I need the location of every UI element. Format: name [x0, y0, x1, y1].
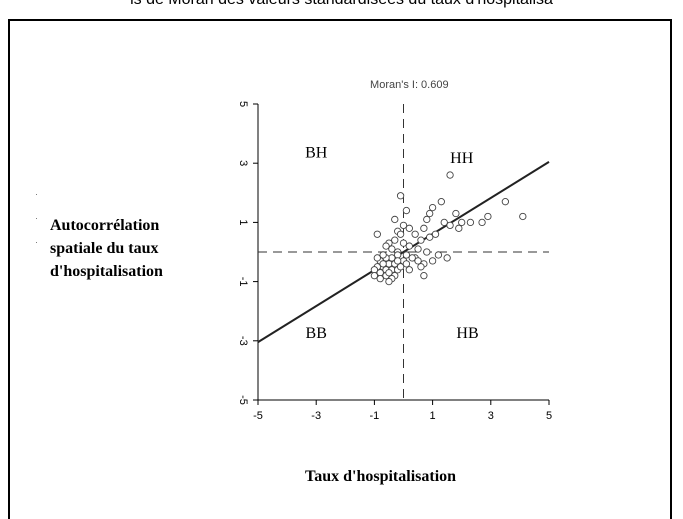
y-axis-label-line: d'hospitalisation: [50, 263, 163, 280]
data-point: [385, 277, 393, 286]
data-point: [452, 209, 460, 218]
data-point: [446, 171, 454, 179]
data-point: [437, 198, 445, 206]
data-point: [376, 274, 384, 283]
data-point: [376, 269, 384, 277]
quadrant-label-bb: BB: [306, 325, 327, 342]
stray-mark: ·: [35, 213, 38, 223]
data-point: [431, 230, 440, 238]
data-point: [373, 254, 381, 262]
y-tick-label: 1: [237, 219, 249, 225]
data-point: [443, 254, 451, 262]
data-point: [426, 209, 434, 218]
y-axis-label: Autocorrélation spatiale du taux d'hospi…: [50, 214, 220, 283]
data-point: [382, 242, 390, 250]
chart-title: Moran's I: 0.609: [370, 79, 449, 91]
data-point: [408, 254, 416, 262]
data-point: [455, 224, 463, 232]
data-point: [420, 272, 428, 280]
y-axis-label-line: spatiale du taux: [50, 240, 159, 257]
y-tick-label: 5: [237, 101, 249, 107]
data-point: [426, 233, 434, 241]
data-point: [446, 221, 454, 230]
data-point: [434, 251, 443, 259]
data-point: [423, 248, 431, 256]
data-point: [411, 230, 419, 238]
data-point: [519, 212, 527, 221]
x-axis-label: Taux d'hospitalisation: [305, 468, 457, 485]
data-point: [466, 218, 475, 227]
data-point: [440, 218, 448, 227]
data-point: [405, 266, 413, 274]
data-point: [478, 218, 486, 227]
data-point: [394, 257, 402, 265]
y-tick-label: 3: [237, 160, 249, 166]
data-point: [394, 251, 402, 259]
data-point: [420, 224, 428, 232]
data-point: [414, 257, 422, 265]
data-point: [391, 215, 399, 224]
data-point: [501, 198, 509, 206]
regression-line: [257, 161, 550, 343]
data-point: [402, 251, 411, 259]
y-tick-label: -3: [237, 336, 249, 346]
y-axis-label-line: Autocorrélation: [50, 217, 160, 234]
quadrant-label-hb: HB: [456, 325, 478, 342]
data-point: [414, 245, 422, 253]
x-tick-label: -1: [370, 410, 380, 422]
quadrant-label-hh: HH: [450, 150, 474, 167]
data-point: [458, 218, 466, 227]
data-point: [370, 272, 379, 280]
x-tick-label: 1: [430, 410, 436, 422]
data-point: [370, 266, 379, 274]
data-point: [385, 269, 393, 277]
data-point: [417, 263, 425, 271]
quadrant-label-bh: BH: [305, 144, 328, 161]
x-tick-label: 5: [546, 410, 552, 422]
stray-mark: ·: [35, 237, 38, 247]
x-tick-label: -3: [311, 410, 321, 422]
data-point: [399, 239, 408, 247]
data-point: [402, 260, 411, 268]
data-point: [428, 203, 437, 212]
data-point: [484, 212, 492, 221]
data-point: [373, 230, 381, 238]
data-point: [423, 215, 431, 224]
x-tick-label: 3: [488, 410, 494, 422]
data-point: [396, 263, 405, 271]
data-point: [396, 230, 405, 238]
data-point: [391, 236, 399, 244]
data-point: [428, 257, 437, 265]
data-point: [405, 242, 413, 250]
data-point: [379, 260, 387, 268]
chart-frame: [8, 19, 672, 519]
data-point: [379, 251, 387, 259]
data-point: [405, 224, 413, 232]
y-tick-label: -1: [237, 277, 249, 287]
data-point: [417, 236, 425, 244]
x-tick-label: -5: [253, 410, 263, 422]
data-point: [399, 221, 408, 230]
y-tick-label: -5: [237, 395, 249, 405]
figure-caption: is de Moran des valeurs standardisées du…: [0, 0, 683, 10]
data-point: [402, 206, 411, 215]
stray-mark: ·: [35, 189, 38, 199]
data-point: [396, 192, 405, 200]
figure-caption-text: is de Moran des valeurs standardisées du…: [0, 0, 683, 10]
data-point: [388, 245, 396, 253]
